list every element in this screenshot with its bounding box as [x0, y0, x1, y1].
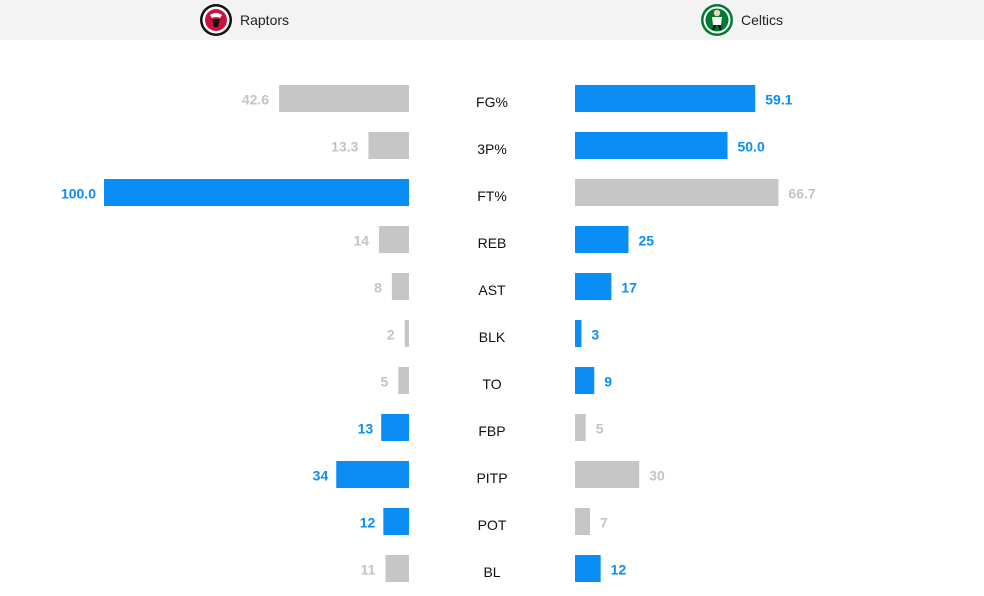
team-celtics[interactable]: Celtics: [700, 3, 783, 37]
celtics-value-label: 17: [621, 280, 637, 296]
raptors-bar: [381, 414, 409, 441]
raptors-bar: [391, 273, 409, 300]
category-label: BLK: [479, 329, 506, 345]
category-label: PITP: [476, 470, 507, 486]
raptors-value-label: 34: [313, 468, 329, 484]
category-label: TO: [482, 376, 501, 392]
raptors-bar: [404, 320, 409, 347]
raptors-value-label: 11: [361, 562, 376, 578]
category-label: BL: [483, 564, 500, 580]
celtics-bar: [575, 555, 601, 582]
category-label: FBP: [478, 423, 505, 439]
celtics-bar: [575, 320, 582, 347]
category-label: POT: [478, 517, 507, 533]
category-label: AST: [478, 282, 506, 298]
celtics-value-label: 25: [639, 233, 655, 249]
category-label: FG%: [476, 94, 508, 110]
raptors-bar: [398, 367, 409, 394]
celtics-value-label: 7: [600, 515, 608, 531]
celtics-value-label: 9: [604, 374, 612, 390]
team-celtics-name: Celtics: [741, 12, 784, 28]
raptors-bar: [383, 508, 409, 535]
raptors-logo-icon: [200, 4, 232, 36]
category-label: 3P%: [477, 141, 507, 157]
raptors-value-label: 12: [360, 515, 376, 531]
team-raptors[interactable]: Raptors: [199, 3, 289, 37]
celtics-value-label: 59.1: [765, 92, 792, 108]
celtics-value-label: 30: [649, 468, 665, 484]
raptors-bar: [379, 226, 409, 253]
celtics-bar: [575, 367, 595, 394]
raptors-bar: [336, 461, 409, 488]
raptors-bar: [104, 179, 409, 206]
raptors-bar: [279, 85, 409, 112]
celtics-bar: [575, 226, 629, 253]
celtics-bar: [575, 273, 612, 300]
raptors-value-label: 8: [374, 280, 382, 296]
raptors-bar: [368, 132, 409, 159]
raptors-bar: [385, 555, 409, 582]
celtics-bar: [575, 461, 640, 488]
raptors-value-label: 100.0: [61, 186, 96, 202]
team-header: Raptors Celtics: [0, 0, 984, 40]
celtics-bar: [575, 414, 586, 441]
celtics-value-label: 50.0: [738, 139, 765, 155]
raptors-value-label: 13: [358, 421, 374, 437]
raptors-value-label: 2: [387, 327, 395, 343]
celtics-bar: [575, 179, 779, 206]
celtics-value-label: 5: [596, 421, 604, 437]
raptors-value-label: 42.6: [242, 92, 269, 108]
celtics-value-label: 3: [591, 327, 599, 343]
raptors-value-label: 5: [381, 374, 389, 390]
celtics-value-label: 66.7: [788, 186, 815, 202]
category-label: FT%: [477, 188, 507, 204]
raptors-value-label: 14: [353, 233, 369, 249]
celtics-logo-icon: [701, 4, 733, 36]
celtics-bar: [575, 508, 590, 535]
team-raptors-name: Raptors: [240, 12, 290, 28]
celtics-value-label: 12: [611, 562, 627, 578]
celtics-bar: [575, 85, 756, 112]
raptors-value-label: 13.3: [331, 139, 358, 155]
category-label: REB: [478, 235, 507, 251]
celtics-bar: [575, 132, 728, 159]
